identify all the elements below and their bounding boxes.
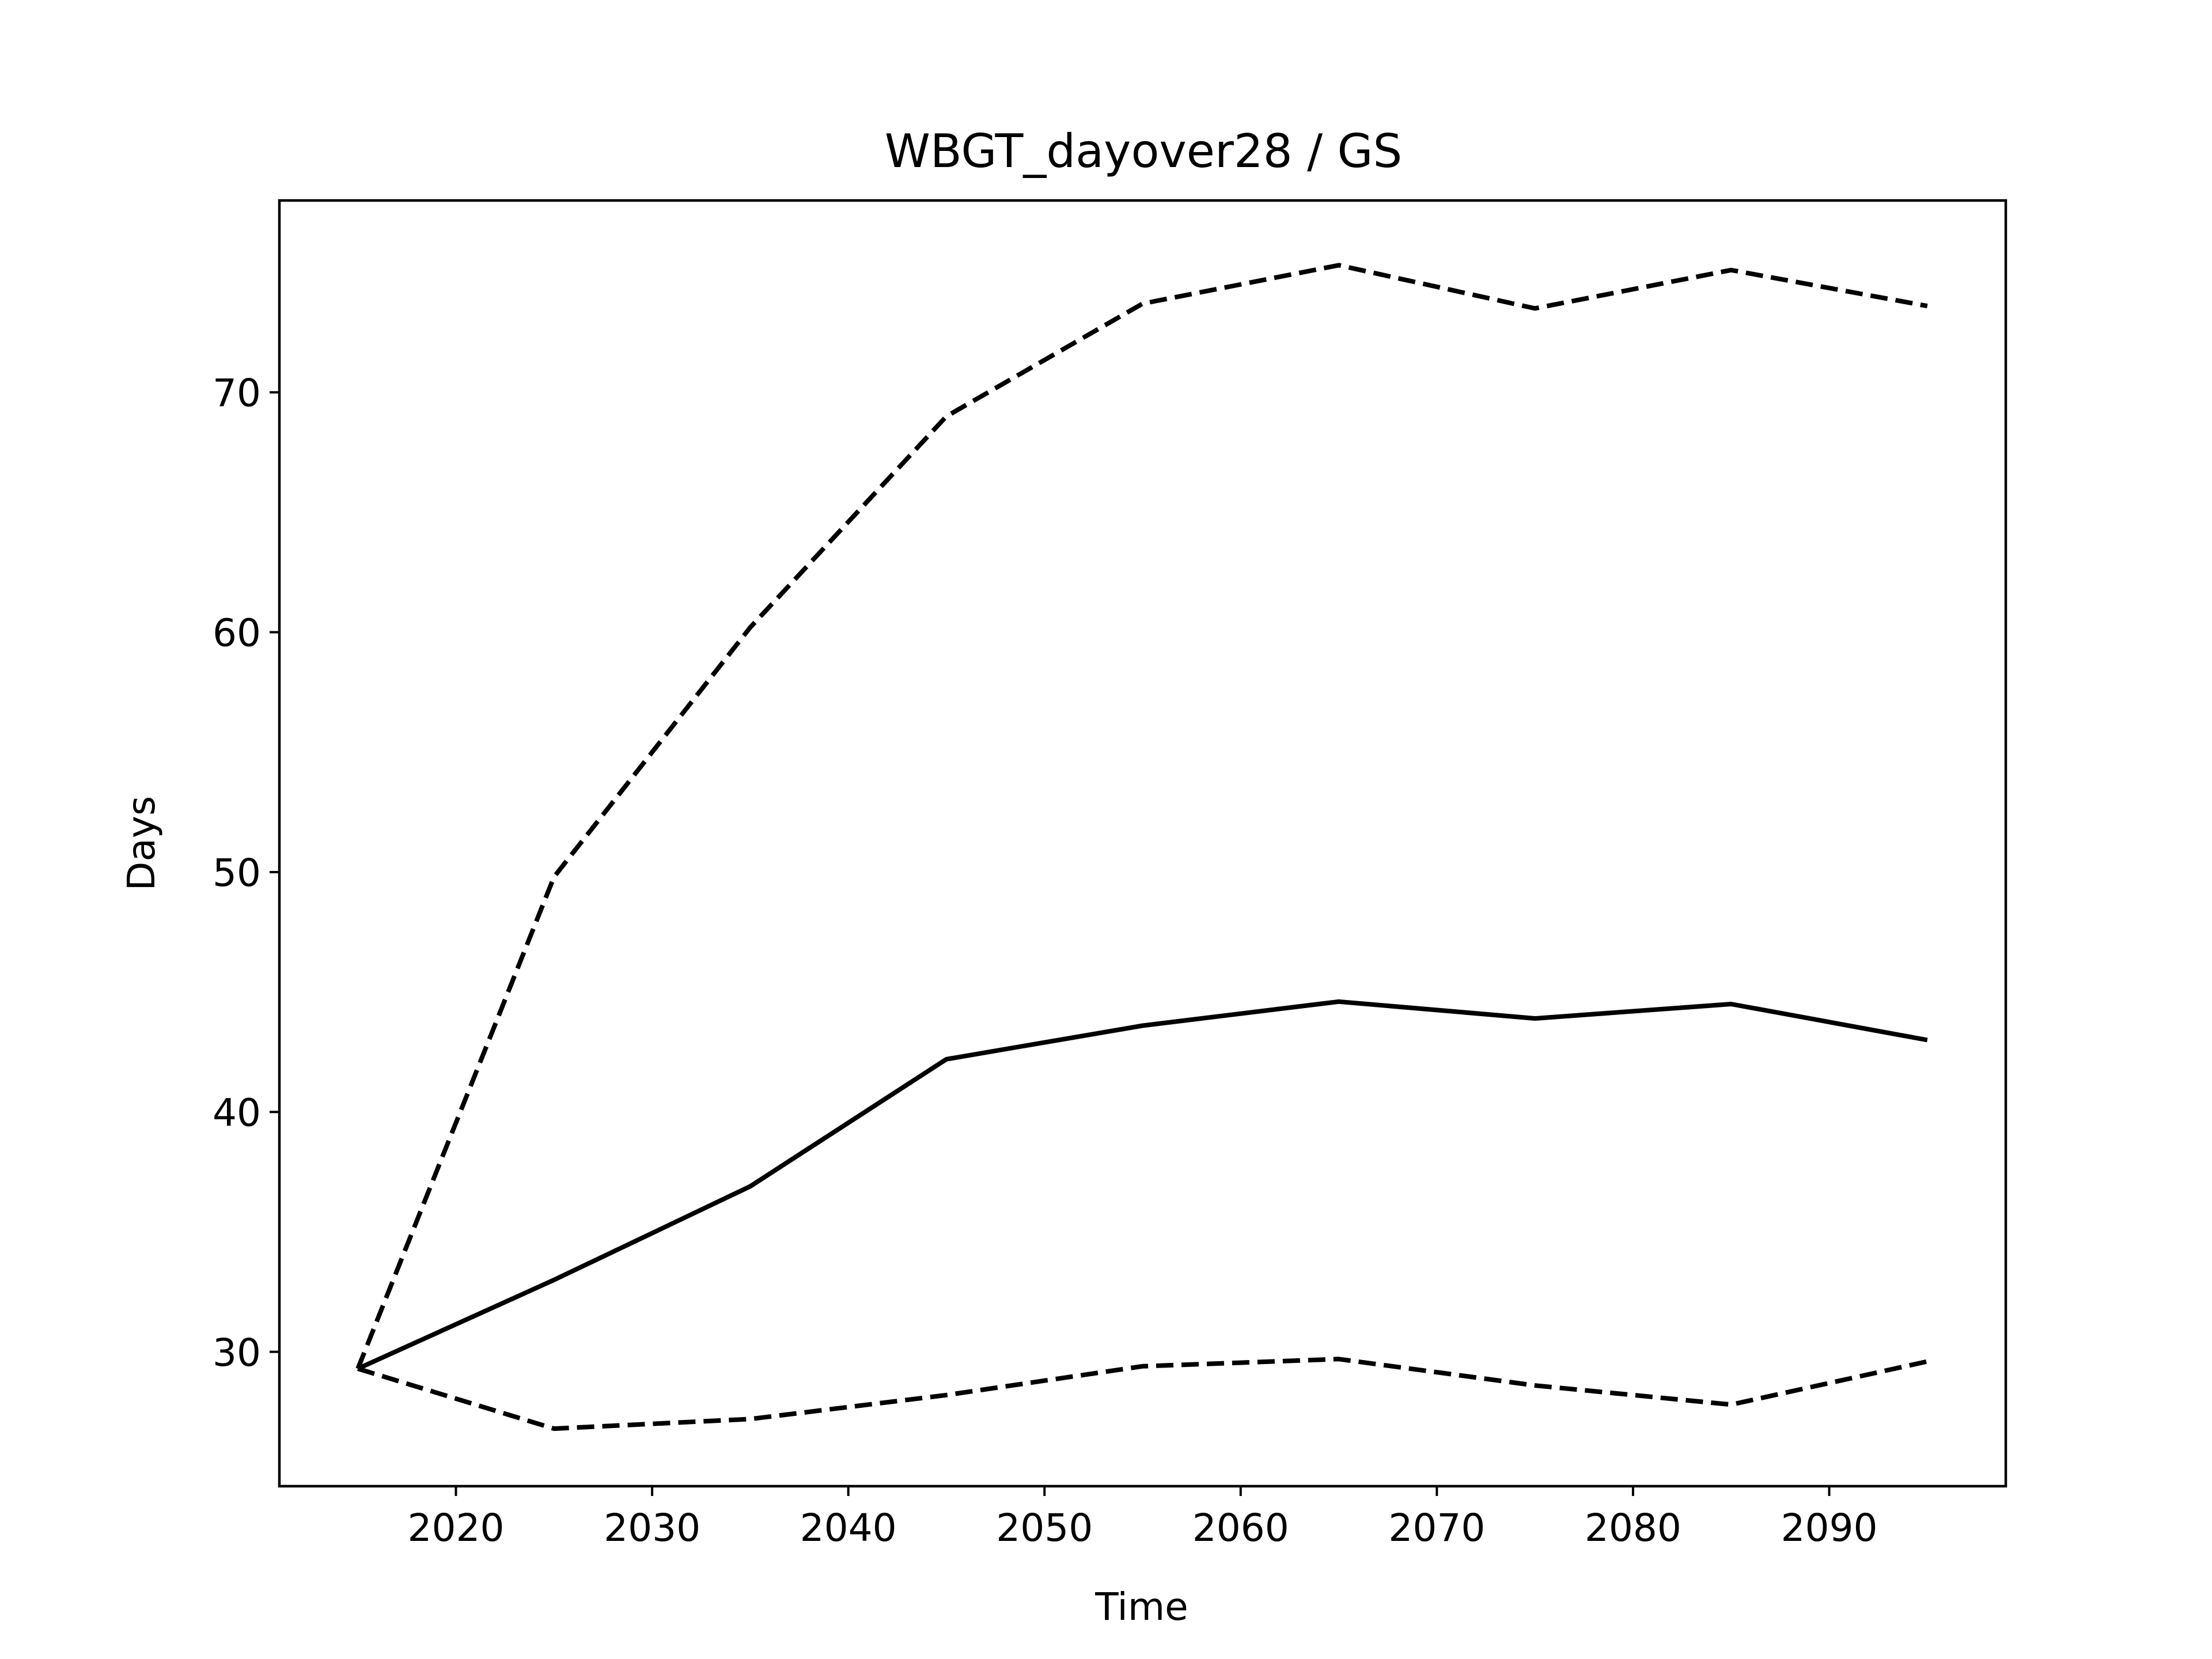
series-line-1 [355,263,1928,1370]
y-tick-label: 50 [213,851,261,895]
plot-frame [278,199,2008,1488]
x-tick-label: 2030 [604,1506,700,1550]
y-axis-label: Days [119,796,164,891]
x-tick-label: 2040 [800,1506,897,1550]
y-tick-label: 60 [213,611,261,656]
x-axis: 2020 2030 2040 2050 2060 2070 2080 2090 [408,1486,1878,1550]
y-axis: 30 40 50 60 70 [213,371,279,1375]
x-tick-label: 2070 [1388,1506,1485,1550]
x-tick-label: 2060 [1192,1506,1289,1550]
series-layer [355,263,1928,1431]
x-tick-label: 2020 [408,1506,505,1550]
y-tick-label: 30 [213,1331,261,1375]
x-axis-label: Time [1094,1585,1188,1629]
x-tick-label: 2090 [1781,1506,1878,1550]
x-tick-label: 2080 [1585,1506,1681,1550]
y-tick-label: 70 [213,371,261,415]
series-line-2 [357,999,1928,1371]
series-line-3 [357,1357,1928,1431]
y-tick-label: 40 [213,1090,261,1135]
chart-title: WBGT_dayover28 / GS [885,124,1403,178]
plot-area [278,199,2008,1488]
x-tick-label: 2050 [996,1506,1093,1550]
